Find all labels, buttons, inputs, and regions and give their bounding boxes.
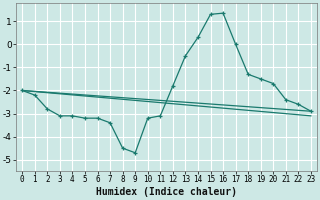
X-axis label: Humidex (Indice chaleur): Humidex (Indice chaleur) [96,187,237,197]
